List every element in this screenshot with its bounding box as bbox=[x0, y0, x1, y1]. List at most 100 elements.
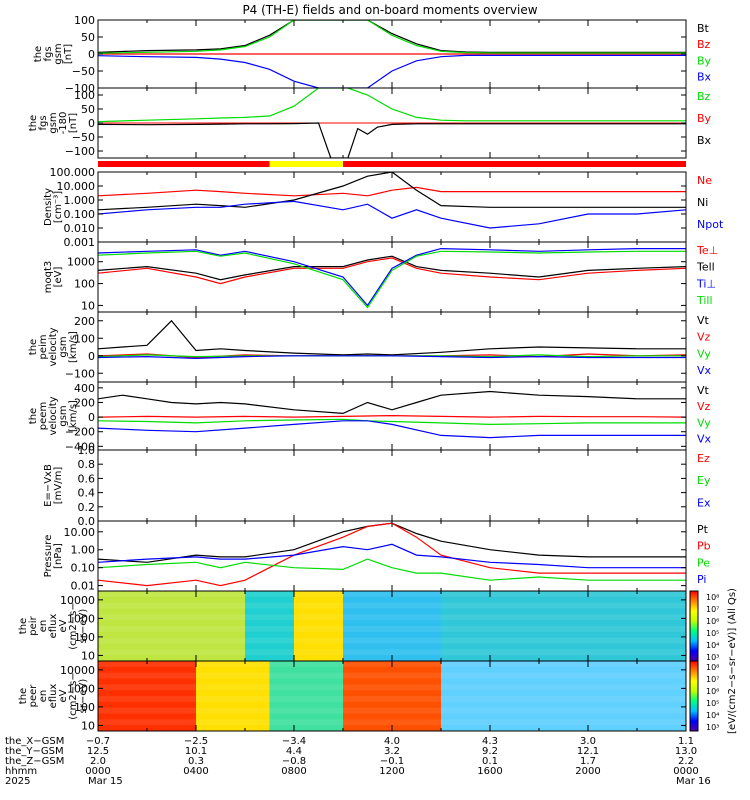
legend: Ez Ey Ex bbox=[697, 452, 711, 509]
legend: Pt Pb Pe Pi bbox=[697, 523, 711, 586]
x-axis-tick-value: 0000 bbox=[85, 766, 110, 777]
y-axis-label: [km/s] bbox=[68, 400, 79, 432]
spectrogram-block bbox=[441, 591, 686, 661]
colorbar-tick-label: 10⁵ bbox=[706, 699, 719, 708]
mode-bar bbox=[98, 161, 686, 167]
x-axis-tick-value: 0800 bbox=[281, 766, 306, 777]
legend-entry: Till bbox=[696, 294, 713, 307]
spectrogram-band bbox=[98, 684, 686, 691]
y-axis-label: -180 bbox=[58, 112, 69, 135]
y-axis-label: Density bbox=[43, 188, 54, 226]
y-tick-label: 100 bbox=[74, 278, 95, 291]
y-tick-label: 10000 bbox=[60, 594, 95, 607]
legend-entry: Vx bbox=[697, 364, 712, 377]
x-axis-labels: the_X−GSMthe_Y−GSMthe_Z−GSMhhmm2025−0.71… bbox=[5, 736, 711, 787]
legend-entry: Ey bbox=[697, 474, 711, 487]
legend-entry: Bz bbox=[697, 90, 711, 103]
y-axis-label: (cm2−s− bbox=[68, 672, 79, 719]
y-tick-label: 100 bbox=[74, 14, 95, 27]
y-axis-label: gsm bbox=[58, 336, 69, 357]
panel-efield: 1.00.80.6 0.40.20.0 E=−VxB [mV/m] Ez Ey Ex bbox=[43, 444, 711, 528]
y-tick-label: 1000 bbox=[67, 682, 95, 695]
series-line-Pi bbox=[98, 543, 686, 569]
x-axis-tick-value: 9.2 bbox=[482, 746, 498, 757]
spectrogram-band bbox=[98, 649, 686, 656]
series-line-Till bbox=[98, 250, 686, 309]
series-line-Ne bbox=[98, 186, 686, 197]
y-tick-label: −200 bbox=[65, 426, 95, 439]
y-axis-label: en bbox=[38, 690, 49, 703]
y-axis-label: peim bbox=[38, 334, 49, 359]
legend-entry: Vt bbox=[697, 384, 710, 397]
x-axis-tick-value: Mar 16 bbox=[676, 776, 711, 787]
y-axis-label: peer bbox=[28, 684, 39, 708]
x-axis-tick-value: 2000 bbox=[575, 766, 600, 777]
legend-entry: Vy bbox=[697, 416, 711, 429]
y-axis-label: [km/s] bbox=[68, 331, 79, 363]
legend-entry: Vx bbox=[697, 433, 712, 446]
y-axis-label: Pressure bbox=[43, 535, 54, 578]
x-axis-tick-value: −2.5 bbox=[184, 736, 208, 747]
y-tick-label: 100 bbox=[74, 332, 95, 345]
x-axis-row-label: the_X−GSM bbox=[5, 736, 64, 747]
x-axis-tick-value: 1.1 bbox=[678, 736, 694, 747]
series-line-Vt bbox=[98, 319, 686, 356]
spectrogram-block bbox=[196, 661, 270, 731]
y-axis-label: velocity bbox=[48, 327, 59, 366]
x-axis-tick-value: 0400 bbox=[183, 766, 208, 777]
y-tick-label: −100 bbox=[65, 367, 95, 380]
series-line-By bbox=[98, 20, 686, 54]
y-axis-label: gsm bbox=[53, 43, 64, 64]
y-tick-label: 0.10 bbox=[71, 562, 96, 575]
legend-entry: Vz bbox=[697, 400, 711, 413]
x-axis-tick-value: −0.1 bbox=[380, 756, 404, 767]
y-axis-label: the bbox=[33, 46, 44, 62]
legend-entry: Vy bbox=[697, 347, 711, 360]
y-tick-label: 0 bbox=[88, 411, 95, 424]
spectrogram-band bbox=[98, 602, 686, 609]
y-axis-label: sr−eV) bbox=[78, 609, 89, 644]
colorbar-tick-label: 10⁵ bbox=[706, 629, 719, 638]
panel-peir-spectrogram: 10000 1000 100 10 the peir en eflux eV (cm2−s− sr−… bbox=[18, 590, 687, 662]
legend-entry: Ne bbox=[697, 174, 712, 187]
y-axis-label: eflux bbox=[48, 684, 59, 709]
y-axis-label: peem bbox=[38, 402, 49, 430]
series-line-Bx bbox=[98, 54, 686, 88]
panel-temperature: 1000 100 10 moqt3 [eV] Te⊥ Tell Ti⊥ Till bbox=[43, 241, 718, 313]
y-axis-label: peir bbox=[28, 615, 39, 635]
colorbar-tick-label: 10⁷ bbox=[706, 605, 719, 614]
legend: Bz By Bx bbox=[697, 90, 712, 147]
x-axis-tick-value: 12.5 bbox=[87, 746, 109, 757]
legend: Vt Vz Vy Vx bbox=[697, 314, 712, 377]
legend-entry: Bz bbox=[697, 38, 711, 51]
series-line-Vx bbox=[98, 355, 686, 360]
legend-entry: Pt bbox=[697, 523, 709, 536]
series-line-Pb bbox=[98, 522, 686, 587]
series-line-Vy bbox=[98, 418, 686, 426]
x-axis-tick-value: 4.4 bbox=[286, 746, 302, 757]
spectrogram-band bbox=[98, 672, 686, 679]
legend-entry: Bx bbox=[697, 71, 712, 84]
colorbar-upper bbox=[689, 590, 699, 662]
spectrogram-band bbox=[98, 614, 686, 621]
y-axis-label: en bbox=[38, 620, 49, 633]
x-axis-tick-value: 2.0 bbox=[90, 756, 106, 767]
legend-entry: Ni bbox=[697, 196, 708, 209]
spectrogram-block bbox=[245, 591, 294, 661]
y-tick-label: 100 bbox=[74, 89, 95, 102]
series-line-Ni bbox=[98, 172, 686, 211]
y-tick-label: 0.0 bbox=[78, 515, 96, 528]
x-axis-tick-value: 0.3 bbox=[188, 756, 204, 767]
y-tick-label: −400 bbox=[65, 440, 95, 453]
colorbar-tick-label: 10⁶ bbox=[706, 687, 719, 696]
y-tick-label: −50 bbox=[72, 65, 95, 78]
y-tick-label: 1000 bbox=[67, 612, 95, 625]
x-axis-tick-value: 3.2 bbox=[384, 746, 400, 757]
y-tick-label: 0.8 bbox=[78, 458, 96, 471]
x-axis-tick-value: 12.1 bbox=[577, 746, 599, 757]
x-axis-row-label: 2025 bbox=[5, 776, 30, 787]
y-axis-label: [cm⁻³] bbox=[53, 191, 64, 223]
x-axis-tick-value: 2.2 bbox=[678, 756, 694, 767]
